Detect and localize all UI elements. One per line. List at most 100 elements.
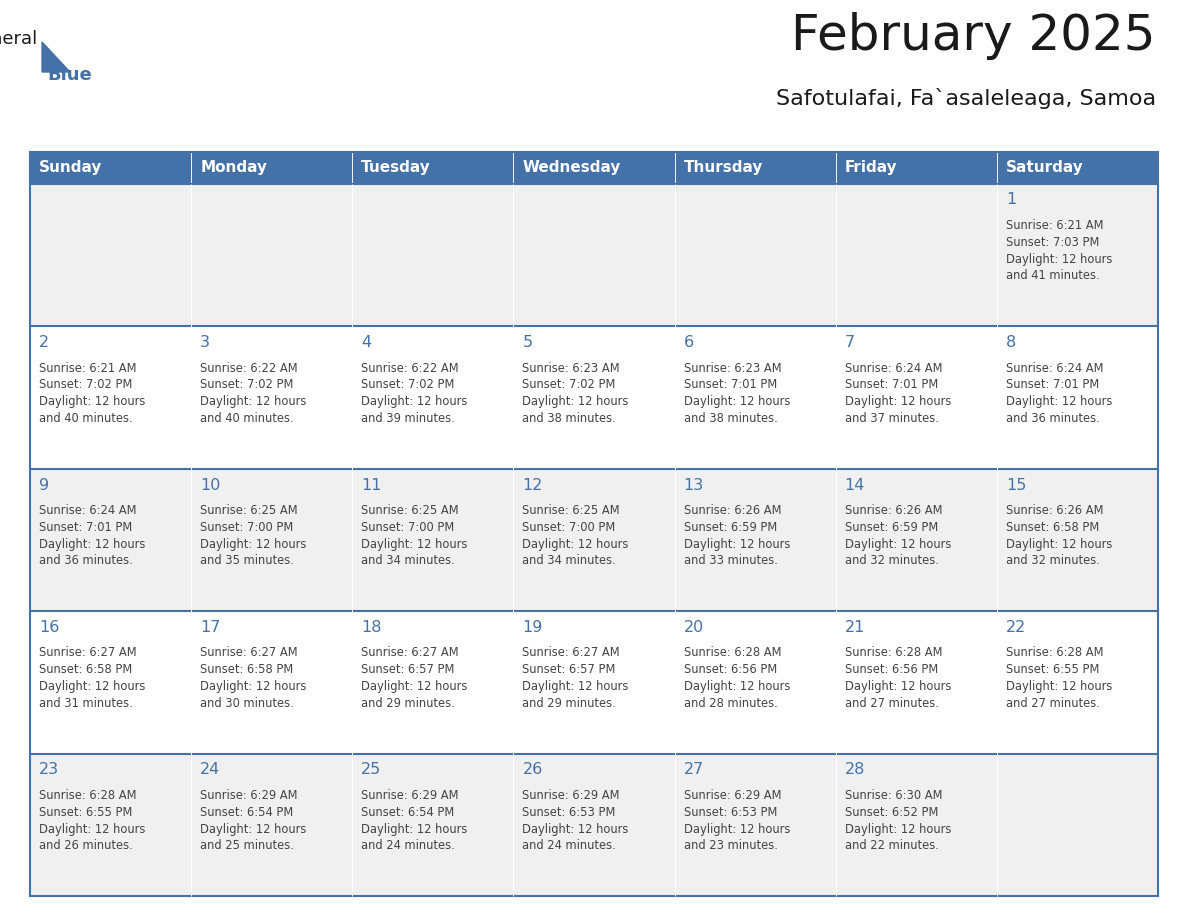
Text: Sunset: 6:59 PM: Sunset: 6:59 PM [845,521,939,533]
Text: Sunset: 7:01 PM: Sunset: 7:01 PM [39,521,132,533]
Text: Sunset: 6:54 PM: Sunset: 6:54 PM [361,806,455,819]
Text: and 36 minutes.: and 36 minutes. [39,554,133,567]
Text: Daylight: 12 hours: Daylight: 12 hours [361,395,468,409]
Text: Sunrise: 6:27 AM: Sunrise: 6:27 AM [39,646,137,659]
Text: Sunrise: 6:25 AM: Sunrise: 6:25 AM [361,504,459,517]
Text: Daylight: 12 hours: Daylight: 12 hours [200,395,307,409]
Text: Sunrise: 6:27 AM: Sunrise: 6:27 AM [523,646,620,659]
Text: 21: 21 [845,620,865,635]
Text: and 24 minutes.: and 24 minutes. [361,839,455,853]
Text: Sunrise: 6:21 AM: Sunrise: 6:21 AM [1006,219,1104,232]
Text: Sunset: 7:01 PM: Sunset: 7:01 PM [683,378,777,391]
Text: Daylight: 12 hours: Daylight: 12 hours [39,823,145,835]
Text: and 27 minutes.: and 27 minutes. [845,697,939,710]
Bar [30,326,1158,468]
Text: Sunrise: 6:28 AM: Sunrise: 6:28 AM [683,646,781,659]
Text: Daylight: 12 hours: Daylight: 12 hours [523,823,628,835]
Text: and 24 minutes.: and 24 minutes. [523,839,617,853]
Text: 19: 19 [523,620,543,635]
Text: Daylight: 12 hours: Daylight: 12 hours [39,680,145,693]
Text: and 40 minutes.: and 40 minutes. [200,412,293,425]
Text: and 25 minutes.: and 25 minutes. [200,839,293,853]
Text: Sunrise: 6:24 AM: Sunrise: 6:24 AM [1006,362,1104,375]
Text: Sunrise: 6:25 AM: Sunrise: 6:25 AM [200,504,298,517]
Text: Sunset: 6:58 PM: Sunset: 6:58 PM [200,664,293,677]
Text: and 26 minutes.: and 26 minutes. [39,839,133,853]
Text: Sunrise: 6:21 AM: Sunrise: 6:21 AM [39,362,137,375]
Text: Daylight: 12 hours: Daylight: 12 hours [1006,395,1112,409]
Text: Sunset: 7:00 PM: Sunset: 7:00 PM [200,521,293,533]
Text: Sunrise: 6:23 AM: Sunrise: 6:23 AM [523,362,620,375]
Text: Sunset: 6:55 PM: Sunset: 6:55 PM [39,806,132,819]
Bar [30,468,1158,611]
Text: Sunset: 7:01 PM: Sunset: 7:01 PM [1006,378,1099,391]
Text: and 23 minutes.: and 23 minutes. [683,839,777,853]
Text: Sunrise: 6:24 AM: Sunrise: 6:24 AM [845,362,942,375]
Bar [675,152,835,184]
Text: and 22 minutes.: and 22 minutes. [845,839,939,853]
Text: Sunrise: 6:29 AM: Sunrise: 6:29 AM [361,789,459,802]
Text: Sunrise: 6:29 AM: Sunrise: 6:29 AM [200,789,298,802]
Text: 10: 10 [200,477,221,492]
Text: 16: 16 [39,620,59,635]
Text: and 41 minutes.: and 41 minutes. [1006,269,1099,283]
Text: 20: 20 [683,620,703,635]
Text: Daylight: 12 hours: Daylight: 12 hours [845,680,952,693]
Text: and 38 minutes.: and 38 minutes. [523,412,617,425]
Text: and 34 minutes.: and 34 minutes. [523,554,617,567]
Text: Daylight: 12 hours: Daylight: 12 hours [845,823,952,835]
Text: 17: 17 [200,620,221,635]
Text: 24: 24 [200,763,221,778]
Text: Sunset: 6:52 PM: Sunset: 6:52 PM [845,806,939,819]
Text: 18: 18 [361,620,381,635]
Text: Sunrise: 6:28 AM: Sunrise: 6:28 AM [39,789,137,802]
Text: 2: 2 [39,335,49,350]
Text: Daylight: 12 hours: Daylight: 12 hours [200,823,307,835]
Text: Daylight: 12 hours: Daylight: 12 hours [845,538,952,551]
Text: and 38 minutes.: and 38 minutes. [683,412,777,425]
Text: and 28 minutes.: and 28 minutes. [683,697,777,710]
Text: Sunset: 6:58 PM: Sunset: 6:58 PM [1006,521,1099,533]
Text: Sunrise: 6:24 AM: Sunrise: 6:24 AM [39,504,137,517]
Text: and 31 minutes.: and 31 minutes. [39,697,133,710]
Text: Sunrise: 6:23 AM: Sunrise: 6:23 AM [683,362,782,375]
Text: 25: 25 [361,763,381,778]
Text: Sunset: 6:58 PM: Sunset: 6:58 PM [39,664,132,677]
Text: Sunset: 6:54 PM: Sunset: 6:54 PM [200,806,293,819]
Text: Blue: Blue [48,65,91,84]
Text: 5: 5 [523,335,532,350]
Text: February 2025: February 2025 [791,12,1156,60]
Text: 23: 23 [39,763,59,778]
Text: and 27 minutes.: and 27 minutes. [1006,697,1100,710]
Bar [997,152,1158,184]
Text: Daylight: 12 hours: Daylight: 12 hours [1006,538,1112,551]
Text: Daylight: 12 hours: Daylight: 12 hours [200,538,307,551]
Text: 1: 1 [1006,193,1016,207]
Text: Daylight: 12 hours: Daylight: 12 hours [683,680,790,693]
Text: 12: 12 [523,477,543,492]
Text: Sunset: 6:56 PM: Sunset: 6:56 PM [683,664,777,677]
Bar [353,152,513,184]
Text: and 33 minutes.: and 33 minutes. [683,554,777,567]
Text: Sunrise: 6:29 AM: Sunrise: 6:29 AM [523,789,620,802]
Text: Sunset: 6:53 PM: Sunset: 6:53 PM [683,806,777,819]
Text: 13: 13 [683,477,703,492]
Bar [513,152,675,184]
Text: Sunset: 6:56 PM: Sunset: 6:56 PM [845,664,939,677]
Text: Daylight: 12 hours: Daylight: 12 hours [39,395,145,409]
Text: 3: 3 [200,335,210,350]
Text: Safotulafai, Fa`asaleleaga, Samoa: Safotulafai, Fa`asaleleaga, Samoa [776,88,1156,109]
Text: Daylight: 12 hours: Daylight: 12 hours [39,538,145,551]
Text: 7: 7 [845,335,855,350]
Text: Sunrise: 6:26 AM: Sunrise: 6:26 AM [845,504,942,517]
Text: Sunset: 7:00 PM: Sunset: 7:00 PM [361,521,455,533]
Text: Thursday: Thursday [683,161,763,175]
Text: Sunset: 7:02 PM: Sunset: 7:02 PM [523,378,615,391]
Text: Sunrise: 6:22 AM: Sunrise: 6:22 AM [361,362,459,375]
Text: Daylight: 12 hours: Daylight: 12 hours [683,823,790,835]
Text: General: General [0,30,37,48]
Text: Daylight: 12 hours: Daylight: 12 hours [200,680,307,693]
Text: Sunset: 7:02 PM: Sunset: 7:02 PM [39,378,132,391]
Bar [30,754,1158,896]
Text: Sunrise: 6:28 AM: Sunrise: 6:28 AM [1006,646,1104,659]
